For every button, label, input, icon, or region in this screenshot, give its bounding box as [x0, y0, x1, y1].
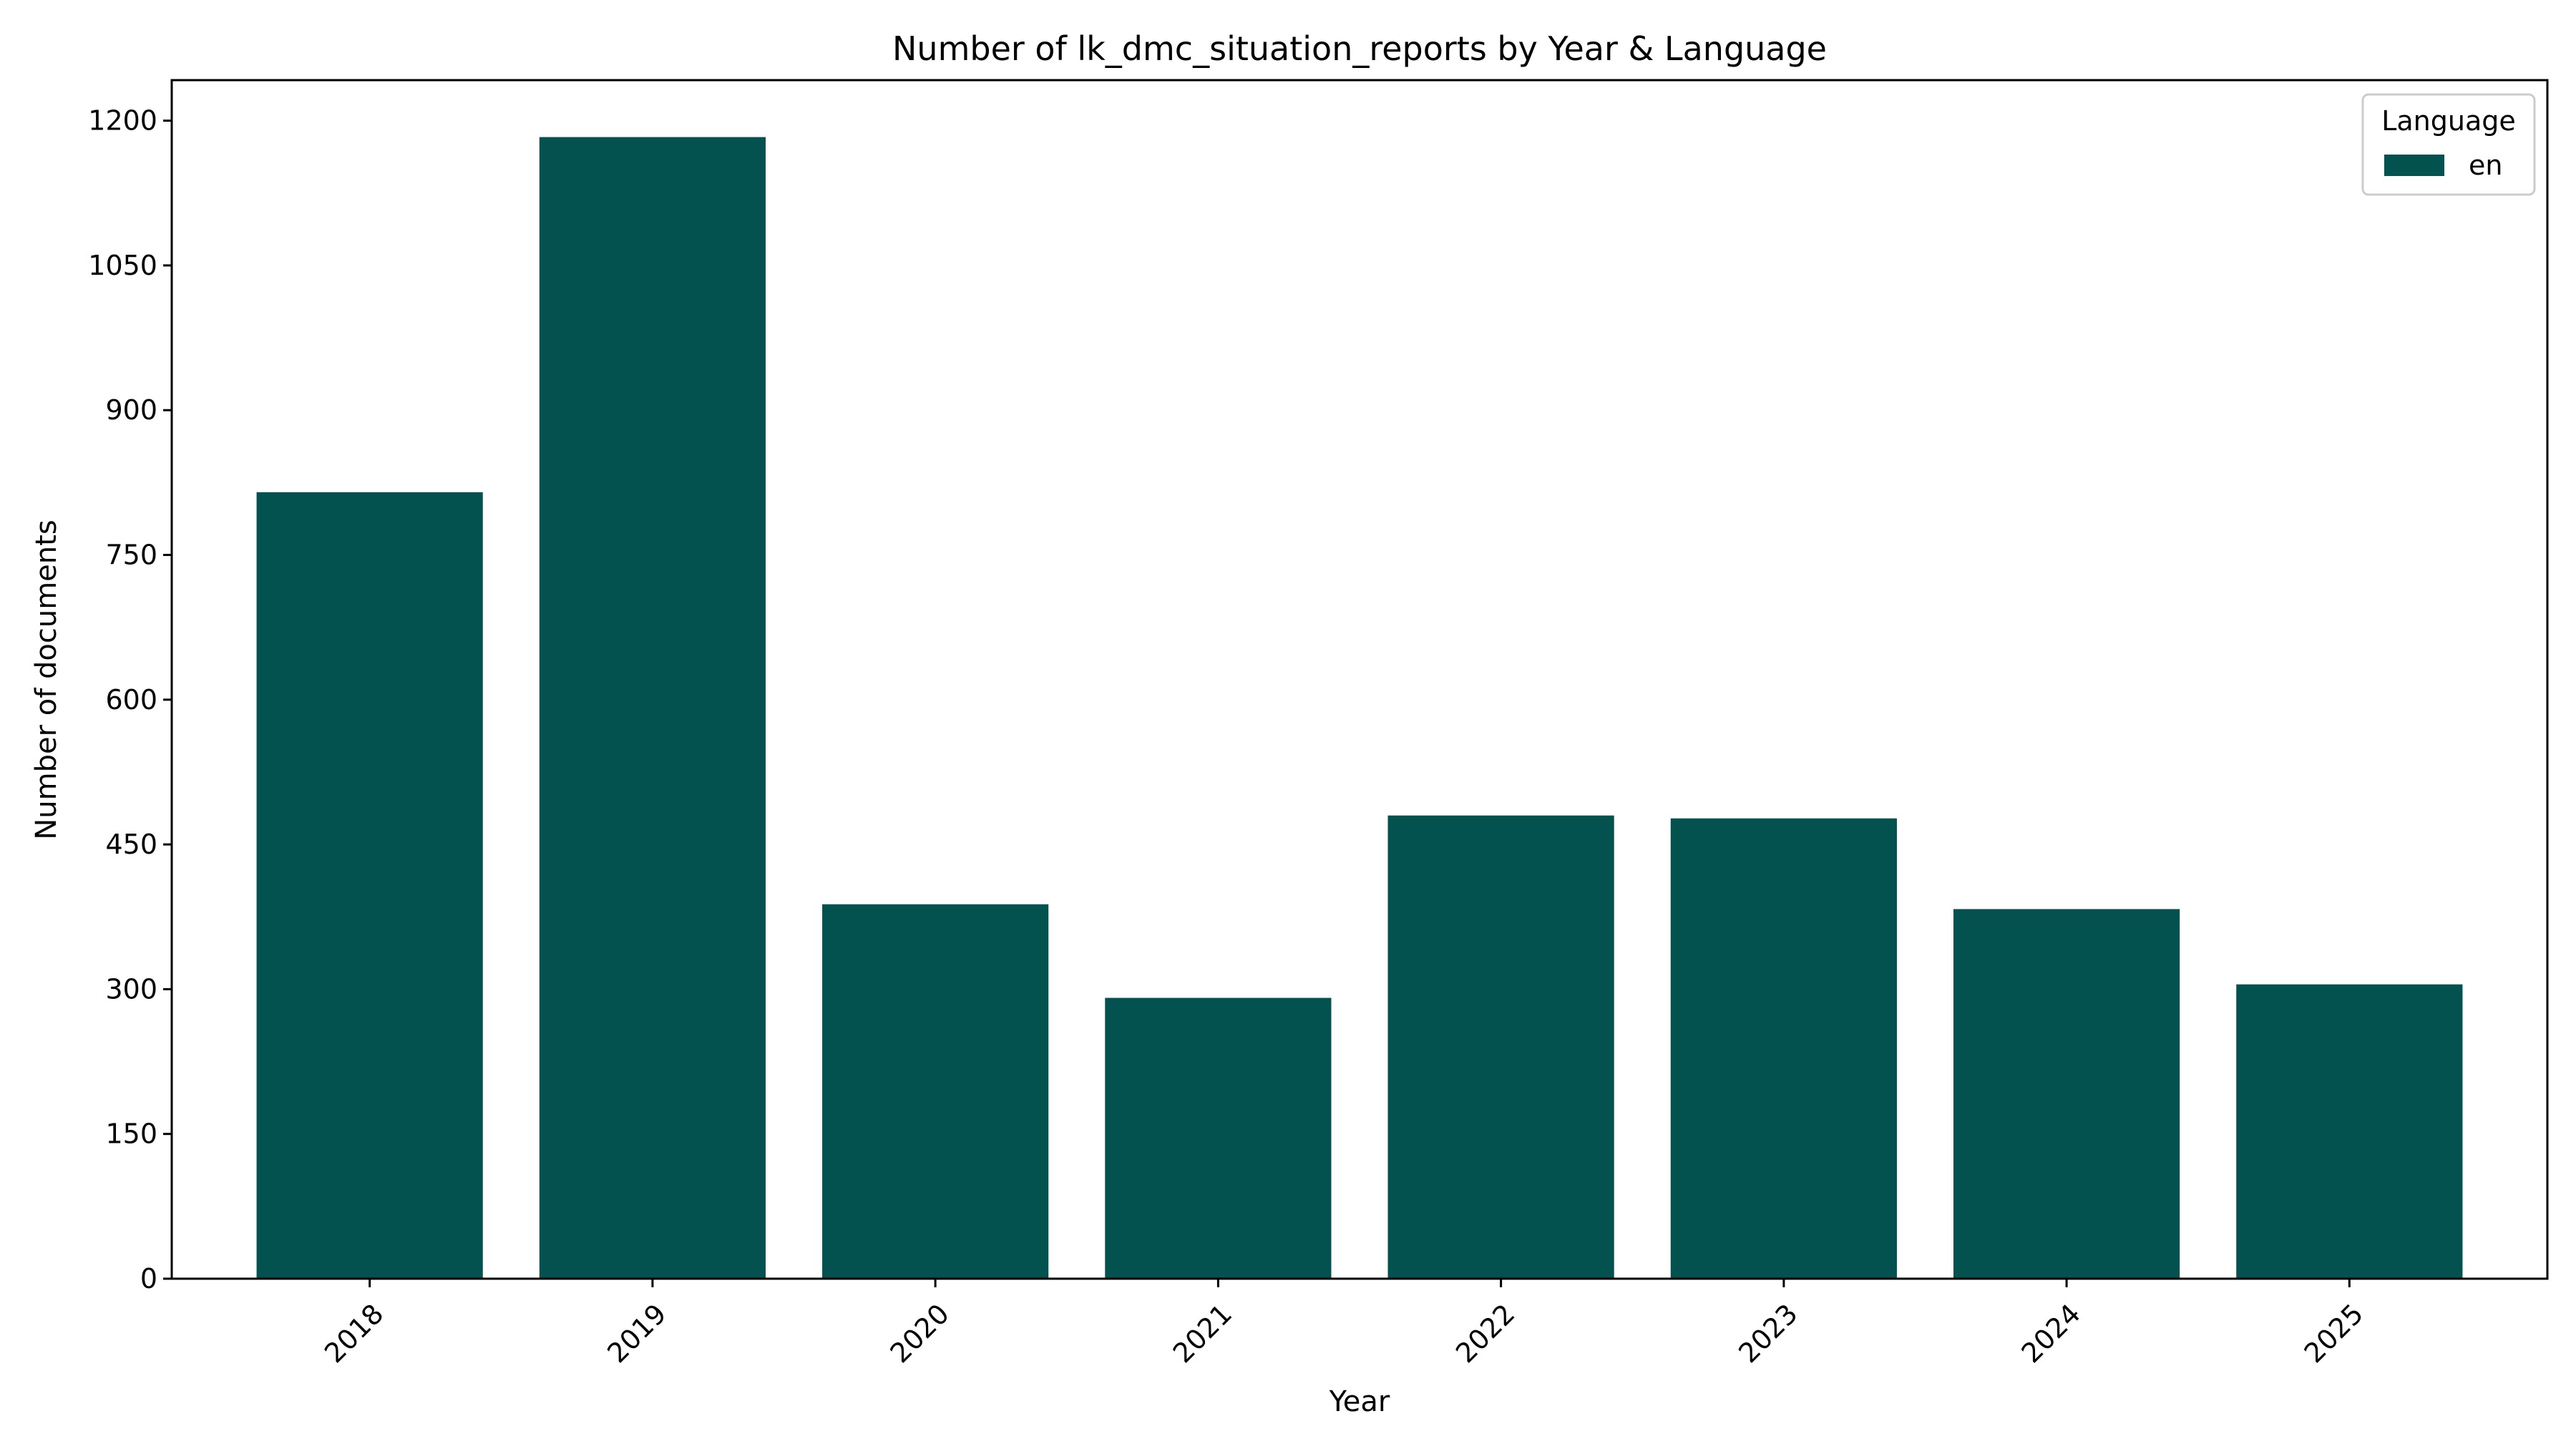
bar-2021 — [1105, 997, 1332, 1279]
y-tick-label-0: 0 — [140, 1263, 157, 1294]
bar-2023 — [1670, 818, 1897, 1279]
x-axis: 2018 2019 2020 2021 2022 2023 2024 2025 — [318, 1279, 2369, 1369]
x-axis-label: Year — [1329, 1385, 1390, 1418]
y-axis-label: Number of documents — [30, 519, 63, 839]
chart-title: Number of lk_dmc_situation_reports by Ye… — [892, 29, 1827, 68]
y-tick-label-300: 300 — [105, 973, 157, 1005]
bars-layer — [256, 137, 2463, 1279]
x-tick-label-2020: 2020 — [884, 1298, 955, 1370]
y-tick-label-1200: 1200 — [88, 105, 157, 137]
x-tick-label-2024: 2024 — [2015, 1298, 2087, 1370]
x-tick-label-2025: 2025 — [2298, 1298, 2370, 1370]
legend: Language en — [2361, 93, 2536, 196]
bar-2019 — [539, 137, 766, 1279]
x-tick-label-2018: 2018 — [318, 1298, 390, 1370]
x-tick-label-2023: 2023 — [1732, 1298, 1804, 1370]
bar-2022 — [1387, 815, 1614, 1279]
y-tick-label-900: 900 — [105, 394, 157, 426]
y-axis: 0 150 300 450 600 750 900 1050 1200 — [88, 105, 172, 1294]
legend-title: Language — [2381, 105, 2516, 137]
bar-2020 — [822, 904, 1049, 1279]
x-tick-label-2019: 2019 — [601, 1298, 673, 1370]
y-tick-label-750: 750 — [105, 540, 157, 571]
x-tick-label-2022: 2022 — [1450, 1298, 1521, 1370]
plot-frame — [170, 79, 2549, 1280]
x-tick-label-2021: 2021 — [1167, 1298, 1239, 1370]
y-tick-label-450: 450 — [105, 829, 157, 860]
legend-swatch-en — [2384, 155, 2444, 176]
legend-label-en: en — [2469, 150, 2502, 181]
bar-2018 — [256, 492, 483, 1279]
bar-2025 — [2236, 984, 2463, 1279]
y-tick-label-600: 600 — [105, 684, 157, 716]
bar-2024 — [1953, 909, 2180, 1279]
y-tick-label-1050: 1050 — [88, 250, 157, 281]
y-tick-label-150: 150 — [105, 1118, 157, 1150]
